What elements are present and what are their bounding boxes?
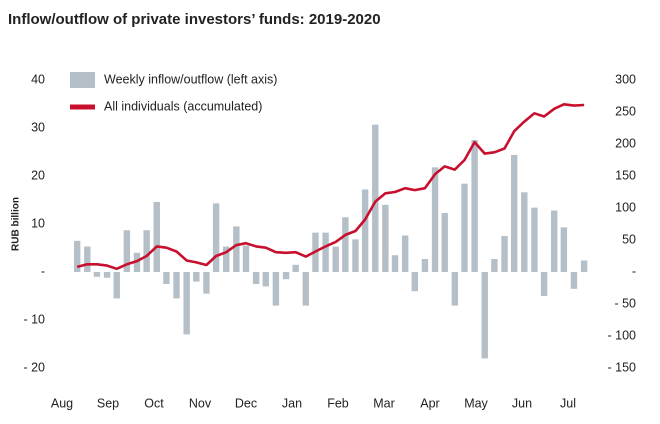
y-tick-label: -	[41, 264, 45, 278]
bar	[242, 245, 250, 272]
y2-tick-label: - 50	[614, 296, 636, 310]
bar	[103, 272, 111, 278]
bar	[193, 272, 200, 282]
bar	[560, 227, 568, 272]
bar	[361, 189, 369, 272]
x-tick-label: Jun	[512, 396, 532, 410]
legend-swatch	[70, 72, 95, 88]
bar	[302, 272, 309, 306]
bar	[84, 246, 91, 272]
y-tick-label: - 10	[23, 312, 45, 326]
bar	[431, 167, 439, 272]
bar	[580, 260, 588, 272]
y-tick-label: 40	[31, 72, 45, 86]
x-tick-label: Jul	[560, 396, 576, 410]
bar	[471, 140, 478, 272]
bar	[372, 124, 379, 272]
bar	[73, 240, 81, 272]
bar	[570, 272, 578, 289]
bar	[441, 212, 448, 272]
bar	[461, 183, 468, 272]
legend-label: Weekly inflow/outflow (left axis)	[104, 72, 277, 86]
y-tick-label: 30	[31, 120, 45, 134]
bar	[342, 217, 349, 272]
bar	[203, 272, 210, 294]
y2-tick-label: 250	[615, 104, 636, 118]
x-tick-label: Oct	[144, 396, 164, 410]
bar	[143, 230, 150, 272]
bar	[332, 246, 339, 272]
bar	[113, 272, 120, 299]
x-tick-label: Nov	[189, 396, 212, 410]
bar	[411, 272, 419, 292]
bar	[421, 259, 429, 272]
bar	[153, 201, 160, 272]
bar	[252, 272, 260, 284]
x-tick-label: Aug	[51, 396, 73, 410]
y2-tick-label: - 150	[608, 360, 637, 374]
x-tick-label: Jan	[282, 396, 302, 410]
legend-label: All individuals (accumulated)	[104, 99, 262, 113]
bar	[521, 192, 528, 272]
bar	[93, 272, 101, 277]
bar	[292, 264, 299, 272]
x-tick-label: Dec	[235, 396, 257, 410]
bar	[391, 255, 399, 272]
y2-tick-label: -	[632, 264, 636, 278]
x-tick-label: Feb	[327, 396, 349, 410]
bar	[451, 272, 459, 306]
y2-tick-label: 50	[622, 232, 636, 246]
bar	[531, 207, 538, 272]
bar	[163, 272, 170, 284]
y-tick-label: - 20	[23, 360, 45, 374]
x-tick-label: May	[464, 396, 488, 410]
y-tick-label: 10	[31, 216, 45, 230]
bar	[540, 272, 548, 296]
bar	[322, 232, 329, 272]
y2-tick-label: 300	[615, 72, 636, 86]
bar	[551, 210, 558, 272]
bar	[262, 272, 269, 287]
bar	[272, 272, 280, 306]
y2-tick-label: 100	[615, 200, 636, 214]
chart-title: Inflow/outflow of private investors’ fun…	[8, 11, 381, 28]
bar	[491, 259, 498, 272]
y-tick-label: 20	[31, 168, 45, 182]
bar	[183, 272, 190, 335]
y2-tick-label: - 100	[608, 328, 637, 342]
bar	[233, 226, 240, 272]
bar	[510, 154, 518, 272]
bar	[282, 272, 290, 280]
line	[76, 103, 585, 271]
bar	[352, 239, 359, 272]
y2-tick-label: 200	[615, 136, 636, 150]
x-tick-label: Mar	[373, 396, 395, 410]
bar	[501, 236, 508, 272]
y-axis-label: RUB billion	[11, 197, 22, 251]
y2-tick-label: 150	[615, 168, 636, 182]
bar	[212, 203, 220, 272]
bar	[123, 230, 131, 272]
x-tick-label: Apr	[420, 396, 439, 410]
bar	[382, 204, 389, 272]
x-tick-label: Sep	[97, 396, 119, 410]
bar	[223, 246, 230, 272]
bar	[401, 235, 409, 272]
bar	[173, 272, 180, 299]
bar	[481, 272, 488, 359]
